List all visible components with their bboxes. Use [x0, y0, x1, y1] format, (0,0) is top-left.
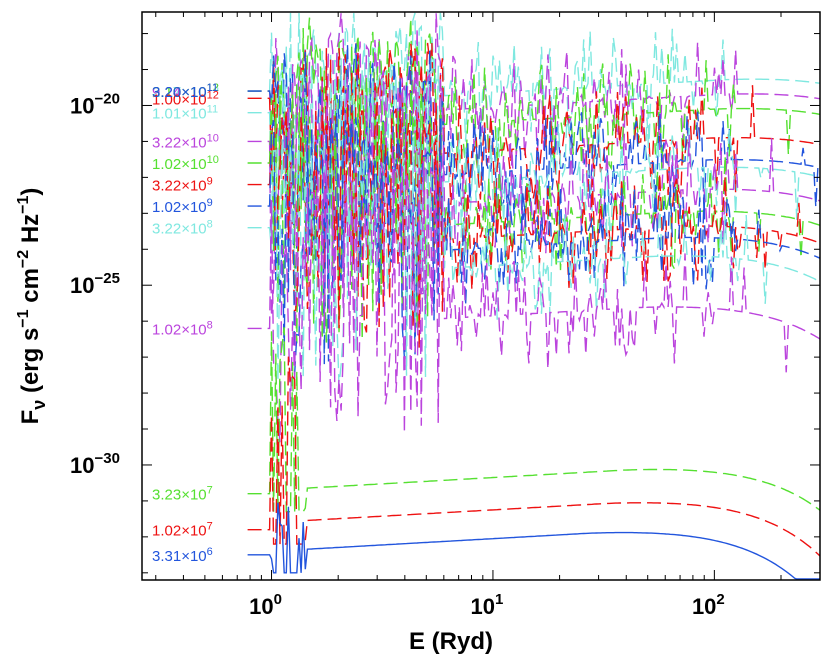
series-label-mantissa: 1.02×10	[152, 523, 207, 540]
y-title-sup3: −1	[15, 195, 32, 213]
svg-text:Fν (erg s−1 cm−2 Hz−1): Fν (erg s−1 cm−2 Hz−1)	[15, 188, 49, 425]
series-label-6: 1.01×1011	[152, 104, 218, 123]
axis-ticks: 100 101 102 10−20 10−25 10−30	[70, 12, 821, 619]
series-label-exponent: 11	[207, 82, 218, 94]
series-label-exponent: 7	[207, 485, 213, 497]
series-label-mantissa: 3.10×10	[152, 84, 207, 101]
series-label-mantissa: 3.23×10	[152, 487, 207, 504]
x-tick-label: 101	[471, 591, 504, 619]
series-label-mantissa: 1.01×10	[152, 106, 207, 123]
series-label-exponent: 10	[207, 154, 219, 166]
series-label-exponent: 12	[207, 89, 219, 101]
series-label-mantissa: 3.22×10	[152, 221, 207, 238]
series-label-exponent: 7	[207, 521, 213, 533]
series-label-mantissa: 1.02×10	[152, 321, 207, 338]
series-label-5: 3.20×1011	[152, 82, 218, 101]
series-label-exponent: 8	[207, 219, 213, 231]
series-label-14: 1.02×107	[152, 521, 213, 540]
plot-frame	[141, 11, 821, 581]
y-title-sup1: −1	[15, 309, 32, 327]
series-label-mantissa: 3.20×10	[152, 84, 207, 101]
y-tick-label: 10−20	[70, 90, 120, 118]
series-label-exponent: 6	[207, 546, 213, 558]
series-line-15	[247, 502, 820, 580]
series-label-2: 9.24×1012	[152, 82, 219, 101]
y-tick-label: 10−30	[70, 450, 120, 478]
series-label-exponent: 8	[207, 319, 213, 331]
y-title-F: F	[17, 410, 44, 425]
series-label-15: 3.31×106	[152, 546, 213, 565]
y-title-sup2: −2	[15, 250, 32, 268]
series-line-13	[247, 327, 821, 513]
y-title-close: )	[17, 188, 44, 196]
series-label-3: 3.10×1012	[152, 82, 219, 101]
series-label-exponent: 12	[207, 82, 219, 94]
curves-group	[247, 12, 821, 580]
y-title-cm: cm	[17, 268, 44, 309]
series-label-1: 2.27×1013	[152, 82, 219, 101]
series-labels: 2.27×10139.24×10123.10×10121.00×10123.20…	[152, 82, 219, 565]
series-line-14	[247, 356, 821, 557]
series-label-12: 1.02×108	[152, 319, 213, 338]
x-axis-title: E (Ryd)	[409, 628, 493, 655]
series-label-exponent: 9	[207, 197, 213, 209]
series-label-mantissa: 3.22×10	[152, 134, 207, 151]
series-label-exponent: 9	[207, 176, 213, 188]
series-label-mantissa: 3.31×10	[152, 548, 207, 565]
series-line-2	[247, 12, 821, 224]
series-label-11: 3.22×108	[152, 219, 213, 238]
series-label-exponent: 13	[207, 82, 219, 94]
series-label-4: 1.00×1012	[152, 89, 219, 108]
series-label-exponent: 11	[207, 104, 218, 116]
series-label-9: 3.22×109	[152, 176, 213, 195]
series-label-10: 1.02×109	[152, 197, 213, 216]
y-axis-title: Fν (erg s−1 cm−2 Hz−1)	[15, 188, 49, 425]
series-label-mantissa: 2.27×10	[152, 84, 207, 101]
series-label-mantissa: 1.00×10	[152, 91, 207, 108]
series-line-7	[247, 70, 821, 325]
series-label-mantissa: 1.02×10	[152, 156, 207, 173]
y-title-open: (erg s	[17, 328, 44, 393]
series-label-exponent: 12	[207, 82, 219, 94]
series-label-mantissa: 3.22×10	[152, 178, 207, 195]
series-line-10	[247, 115, 821, 374]
x-tick-label: 100	[249, 591, 282, 619]
series-label-8: 1.02×1010	[152, 154, 219, 173]
series-label-exponent: 10	[207, 132, 219, 144]
series-label-mantissa: 1.02×10	[152, 199, 207, 216]
x-tick-label: 102	[692, 591, 725, 619]
series-label-13: 3.23×107	[152, 485, 213, 504]
y-title-hz: Hz	[17, 214, 44, 250]
series-label-mantissa: 9.24×10	[152, 84, 207, 101]
y-tick-label: 10−25	[70, 270, 120, 298]
y-title-nu: ν	[29, 400, 49, 410]
series-label-7: 3.22×1010	[152, 132, 219, 151]
series-line-12	[247, 158, 821, 443]
series-line-11	[247, 134, 821, 386]
